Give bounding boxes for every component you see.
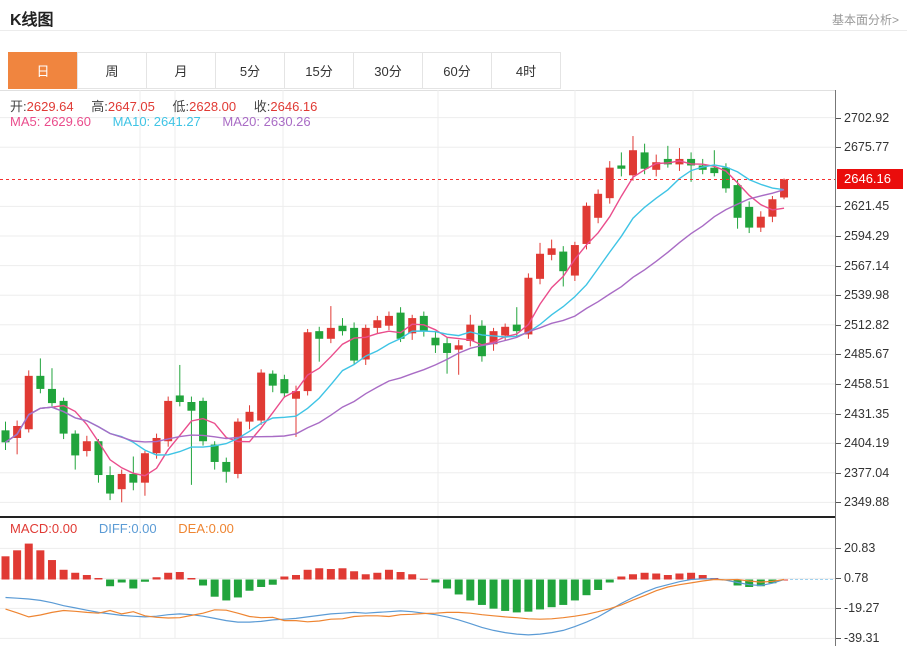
high-value: 2647.05 <box>107 99 155 114</box>
macd-value: MACD:0.00 <box>10 521 78 536</box>
tab-interval-6[interactable]: 60分 <box>422 52 492 89</box>
price-tick-label: 2458.51 <box>836 376 889 392</box>
open-value: 2629.64 <box>26 99 74 114</box>
fundamental-analysis-link[interactable]: 基本面分析> <box>831 13 899 27</box>
header: K线图 基本面分析> <box>0 0 907 31</box>
price-tick-label: 2675.77 <box>836 139 889 155</box>
ma5-readout: MA5: 2629.60 <box>10 114 91 129</box>
price-tick-label: 2594.29 <box>836 228 889 244</box>
price-tick-label: 2539.98 <box>836 287 889 303</box>
candlestick-chart[interactable]: 开:2629.64 高:2647.05 低:2628.00 收:2646.16 … <box>0 90 835 646</box>
price-axis: 2646.16 2702.92 2675.77 2621.45 2594.29 2567… <box>835 90 907 646</box>
tab-interval-3[interactable]: 5分 <box>215 52 285 89</box>
open-label: 开: <box>10 99 27 114</box>
macd-tick-label: -19.27 <box>836 600 879 616</box>
interval-tab-bar: 日周月 5分 15分 30分 60分 4时 <box>0 52 907 91</box>
close-label: 收: <box>253 99 271 114</box>
price-tick-label: 2404.19 <box>836 435 889 451</box>
price-tick-label: 2485.67 <box>836 346 889 362</box>
price-tick-label: 2431.35 <box>836 406 889 422</box>
price-tick-label: 2621.45 <box>836 198 889 214</box>
macd-tick-label: 20.83 <box>836 540 875 556</box>
ohlc-readout: 开:2629.64 高:2647.05 低:2628.00 收:2646.16 <box>10 96 317 115</box>
ma10-readout: MA10: 2641.27 <box>112 114 201 129</box>
page-title: K线图 <box>10 12 54 29</box>
low-label: 低: <box>172 99 190 114</box>
tab-interval-2[interactable]: 月 <box>146 52 216 89</box>
high-label: 高: <box>91 99 108 114</box>
diff-value: DIFF:0.00 <box>98 521 157 536</box>
tab-interval-4[interactable]: 15分 <box>284 52 354 89</box>
price-tick-label: 2377.04 <box>836 465 889 481</box>
macd-tick-label: 0.78 <box>836 570 868 586</box>
ma20-readout: MA20: 2630.26 <box>222 114 311 129</box>
macd-tick-label: -39.31 <box>836 630 879 646</box>
last-price-badge: 2646.16 <box>837 169 903 190</box>
price-tick-label: 2702.92 <box>836 110 889 126</box>
close-value: 2646.16 <box>270 99 318 114</box>
ma-readout: MA5: 2629.60 MA10: 2641.27 MA20: 2630.26 <box>10 114 311 129</box>
tab-interval-7[interactable]: 4时 <box>491 52 561 89</box>
price-tick-label: 2349.88 <box>836 494 889 510</box>
tab-interval-5[interactable]: 30分 <box>353 52 423 89</box>
price-tick-label: 2512.82 <box>836 317 889 333</box>
tab-interval-0[interactable]: 日 <box>8 52 78 89</box>
dea-value: DEA:0.00 <box>178 521 234 536</box>
price-tick-label: 2567.14 <box>836 258 889 274</box>
tab-interval-1[interactable]: 周 <box>77 52 147 89</box>
low-value: 2628.00 <box>189 99 237 114</box>
macd-readout: MACD:0.00 DIFF:0.00 DEA:0.00 <box>10 521 234 536</box>
chart-canvas[interactable] <box>0 90 835 646</box>
